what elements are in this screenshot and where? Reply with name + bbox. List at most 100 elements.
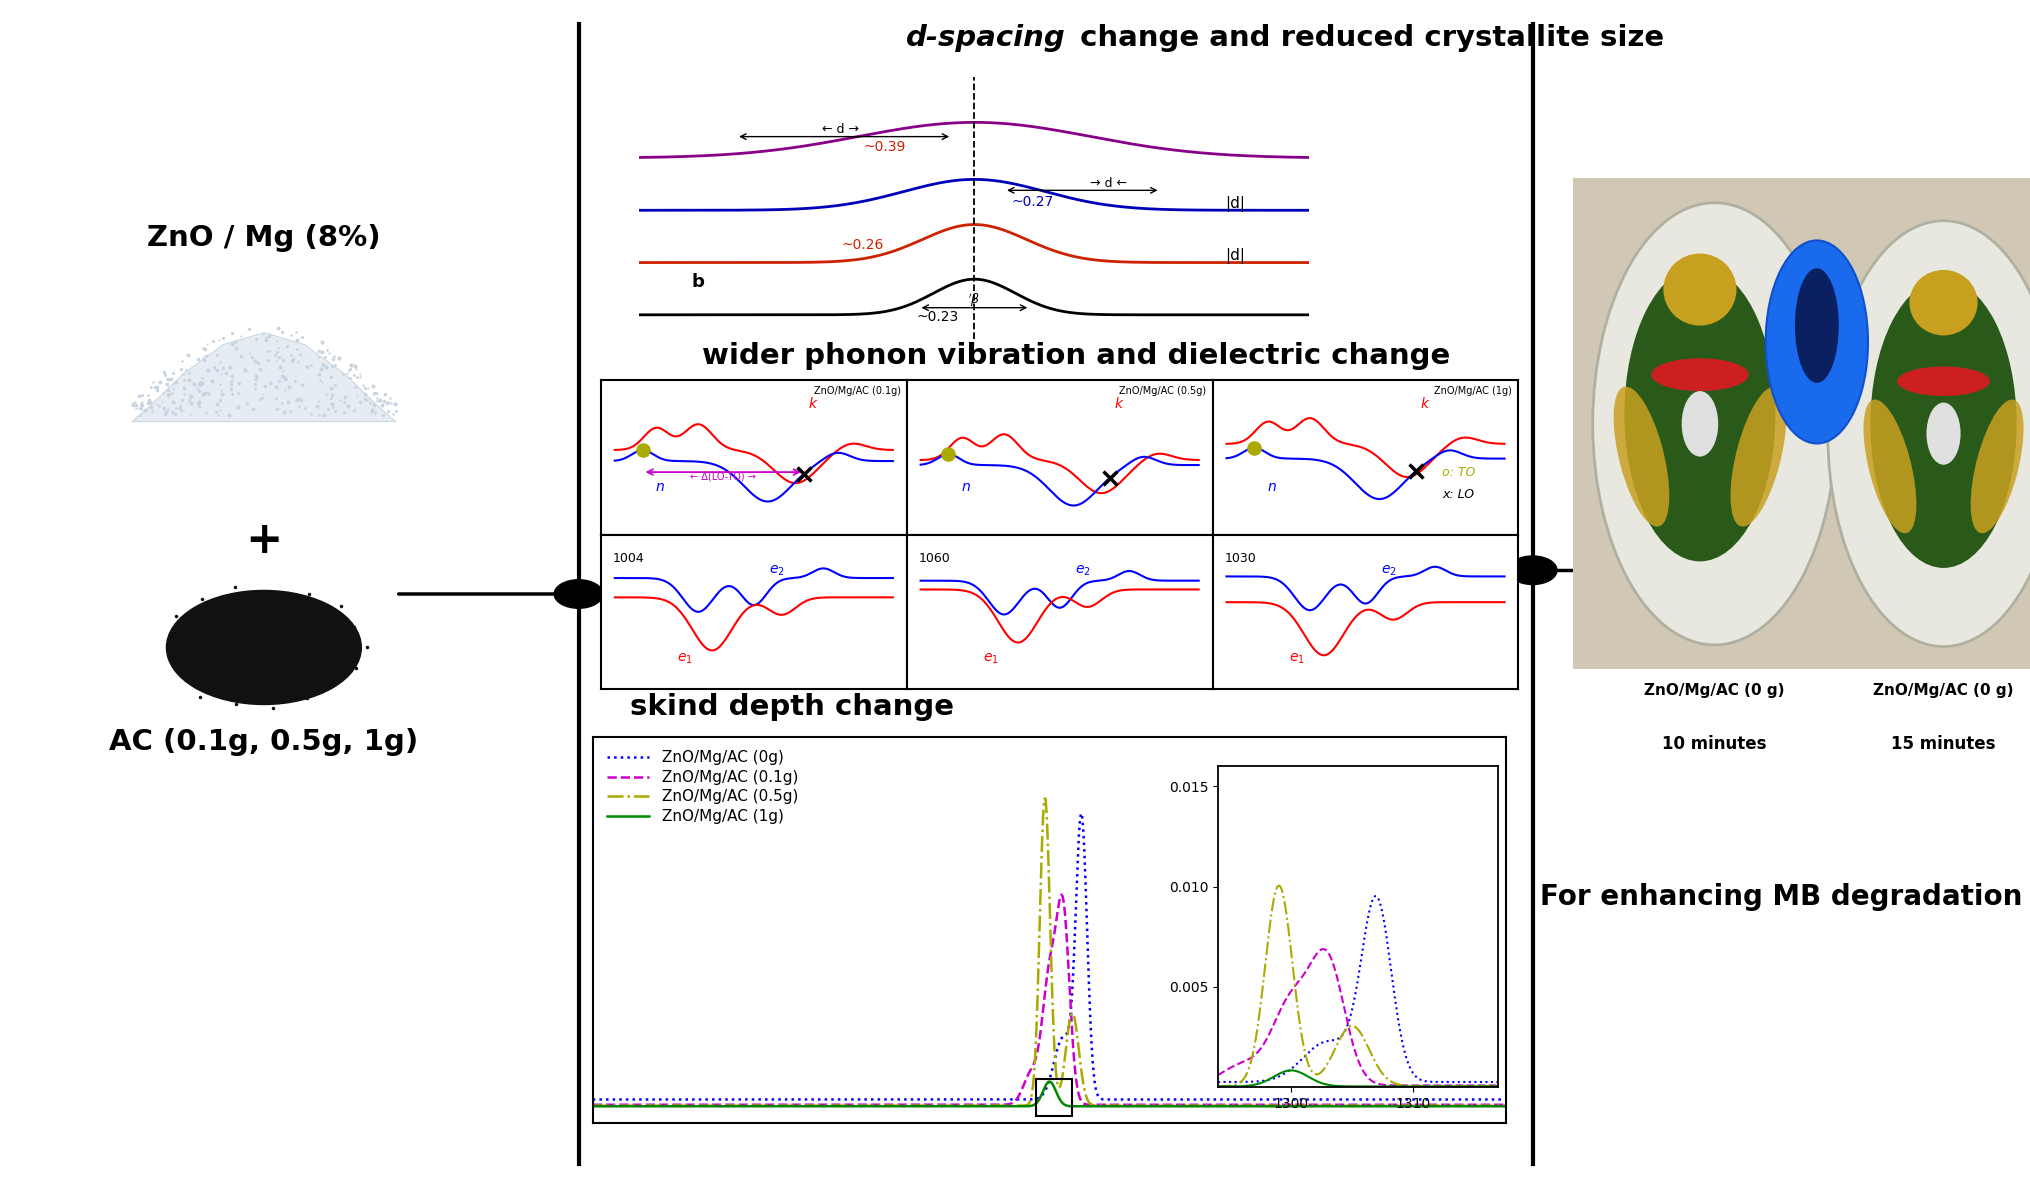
Text: b: b xyxy=(692,273,704,291)
ZnO/Mg/AC (0.1g) xyxy=(1275,1098,1299,1112)
Line: ZnO/Mg/AC (1g): ZnO/Mg/AC (1g) xyxy=(593,1082,1506,1106)
Text: x: LO: x: LO xyxy=(1441,487,1474,500)
Text: skind depth change: skind depth change xyxy=(629,693,954,721)
Text: n: n xyxy=(962,480,970,494)
ZnO/Mg/AC (0.5g) xyxy=(1137,1099,1161,1113)
Text: k: k xyxy=(1114,397,1123,411)
ZnO/Mg/AC (0g) xyxy=(1068,807,1092,821)
ZnO/Mg/AC (0.1g) xyxy=(1368,1098,1393,1112)
ZnO/Mg/AC (0.5g) xyxy=(637,1099,662,1113)
Text: n: n xyxy=(656,480,664,494)
Text: ZnO/Mg/AC (0.5g): ZnO/Mg/AC (0.5g) xyxy=(1119,386,1206,397)
Text: ~0.27: ~0.27 xyxy=(1011,195,1054,209)
Polygon shape xyxy=(132,333,396,422)
Text: ZnO/Mg/AC (1g): ZnO/Mg/AC (1g) xyxy=(1435,386,1512,397)
Text: 1004: 1004 xyxy=(613,552,646,565)
Text: $e_2$: $e_2$ xyxy=(769,563,786,577)
Legend: ZnO/Mg/AC (0g), ZnO/Mg/AC (0.1g), ZnO/Mg/AC (0.5g), ZnO/Mg/AC (1g): ZnO/Mg/AC (0g), ZnO/Mg/AC (0.1g), ZnO/Mg… xyxy=(601,744,804,830)
Text: ZnO / Mg (8%): ZnO / Mg (8%) xyxy=(146,223,382,252)
Ellipse shape xyxy=(1681,391,1717,456)
Line: ZnO/Mg/AC (0g): ZnO/Mg/AC (0g) xyxy=(593,814,1506,1100)
Circle shape xyxy=(166,590,361,704)
Circle shape xyxy=(554,580,603,608)
ZnO/Mg/AC (0g) xyxy=(581,1093,605,1107)
Text: |d|: |d| xyxy=(1224,196,1244,211)
ZnO/Mg/AC (0g) xyxy=(1112,1092,1137,1106)
ZnO/Mg/AC (0.5g) xyxy=(581,1099,605,1113)
ZnO/Mg/AC (1g) xyxy=(1037,1075,1062,1089)
Text: ~0.23: ~0.23 xyxy=(916,310,958,323)
ZnO/Mg/AC (0.1g) xyxy=(637,1098,662,1112)
Text: 15 minutes: 15 minutes xyxy=(1892,735,1995,753)
Text: $e_1$: $e_1$ xyxy=(983,651,999,665)
ZnO/Mg/AC (0g) xyxy=(1368,1093,1393,1107)
Ellipse shape xyxy=(1898,367,1989,396)
ZnO/Mg/AC (0.1g) xyxy=(581,1098,605,1112)
Ellipse shape xyxy=(1650,359,1748,391)
Ellipse shape xyxy=(1594,203,1837,645)
ZnO/Mg/AC (0.5g) xyxy=(1275,1099,1299,1113)
ZnO/Mg/AC (1g) xyxy=(581,1099,605,1113)
Text: ZnO/Mg/AC (0 g): ZnO/Mg/AC (0 g) xyxy=(1874,683,2014,697)
Text: +: + xyxy=(246,519,282,562)
Circle shape xyxy=(1508,556,1557,584)
Text: n: n xyxy=(1267,480,1277,494)
Ellipse shape xyxy=(1614,386,1669,526)
ZnO/Mg/AC (0.5g) xyxy=(1033,791,1058,805)
ZnO/Mg/AC (0.1g) xyxy=(1050,887,1074,902)
Text: $e_2$: $e_2$ xyxy=(1380,563,1397,577)
ZnO/Mg/AC (0g) xyxy=(1494,1093,1518,1107)
Text: AC (0.1g, 0.5g, 1g): AC (0.1g, 0.5g, 1g) xyxy=(110,728,418,757)
Ellipse shape xyxy=(1870,279,2016,568)
Text: d-spacing: d-spacing xyxy=(905,24,1066,52)
ZnO/Mg/AC (0.1g) xyxy=(1163,1098,1188,1112)
Ellipse shape xyxy=(1910,270,1977,335)
Text: ZnO/Mg/AC (0 g): ZnO/Mg/AC (0 g) xyxy=(1644,683,1784,697)
Bar xyxy=(1035,1080,1072,1117)
Text: ~0.39: ~0.39 xyxy=(865,140,905,154)
ZnO/Mg/AC (1g) xyxy=(637,1099,662,1113)
Ellipse shape xyxy=(1730,386,1786,526)
ZnO/Mg/AC (0.1g) xyxy=(1137,1098,1161,1112)
Line: ZnO/Mg/AC (0.1g): ZnO/Mg/AC (0.1g) xyxy=(593,895,1506,1105)
Text: $'\beta$: $'\beta$ xyxy=(968,292,980,309)
ZnO/Mg/AC (1g) xyxy=(1137,1099,1161,1113)
Text: wider phonon vibration and dielectric change: wider phonon vibration and dielectric ch… xyxy=(702,342,1449,371)
ZnO/Mg/AC (1g) xyxy=(1112,1099,1137,1113)
Ellipse shape xyxy=(1864,399,1916,533)
Ellipse shape xyxy=(1766,240,1868,443)
ZnO/Mg/AC (0.5g) xyxy=(1494,1099,1518,1113)
ZnO/Mg/AC (1g) xyxy=(1368,1099,1393,1113)
Text: |d|: |d| xyxy=(1224,248,1244,264)
ZnO/Mg/AC (0g) xyxy=(1137,1093,1161,1107)
Ellipse shape xyxy=(1827,221,2030,646)
Text: ← Δ(LO-TO) →: ← Δ(LO-TO) → xyxy=(690,472,755,481)
Line: ZnO/Mg/AC (0.5g): ZnO/Mg/AC (0.5g) xyxy=(593,798,1506,1106)
Ellipse shape xyxy=(1971,399,2024,533)
ZnO/Mg/AC (0.5g) xyxy=(1112,1099,1137,1113)
ZnO/Mg/AC (0.5g) xyxy=(1368,1099,1393,1113)
ZnO/Mg/AC (0g) xyxy=(1275,1093,1299,1107)
Ellipse shape xyxy=(1624,266,1776,562)
Text: $e_1$: $e_1$ xyxy=(1289,651,1305,665)
Ellipse shape xyxy=(1795,268,1839,383)
Text: ZnO/Mg/AC (0.1g): ZnO/Mg/AC (0.1g) xyxy=(814,386,901,397)
Text: $e_1$: $e_1$ xyxy=(678,651,692,665)
Ellipse shape xyxy=(1663,253,1736,326)
ZnO/Mg/AC (0g) xyxy=(1163,1093,1188,1107)
Text: ← d →: ← d → xyxy=(822,124,859,137)
Ellipse shape xyxy=(1926,403,1961,465)
Bar xyxy=(1573,178,2030,670)
Text: ~0.26: ~0.26 xyxy=(842,239,883,252)
Text: change and reduced crystallite size: change and reduced crystallite size xyxy=(1070,24,1665,52)
Text: 1060: 1060 xyxy=(920,552,950,565)
Text: k: k xyxy=(808,397,816,411)
Text: $e_2$: $e_2$ xyxy=(1076,563,1090,577)
Text: For enhancing MB degradation: For enhancing MB degradation xyxy=(1541,883,2022,911)
Text: 1030: 1030 xyxy=(1224,552,1257,565)
ZnO/Mg/AC (0g) xyxy=(637,1093,662,1107)
Text: o: TO: o: TO xyxy=(1441,466,1476,479)
ZnO/Mg/AC (1g) xyxy=(1163,1099,1188,1113)
ZnO/Mg/AC (0.1g) xyxy=(1494,1098,1518,1112)
ZnO/Mg/AC (0.1g) xyxy=(1112,1098,1137,1112)
